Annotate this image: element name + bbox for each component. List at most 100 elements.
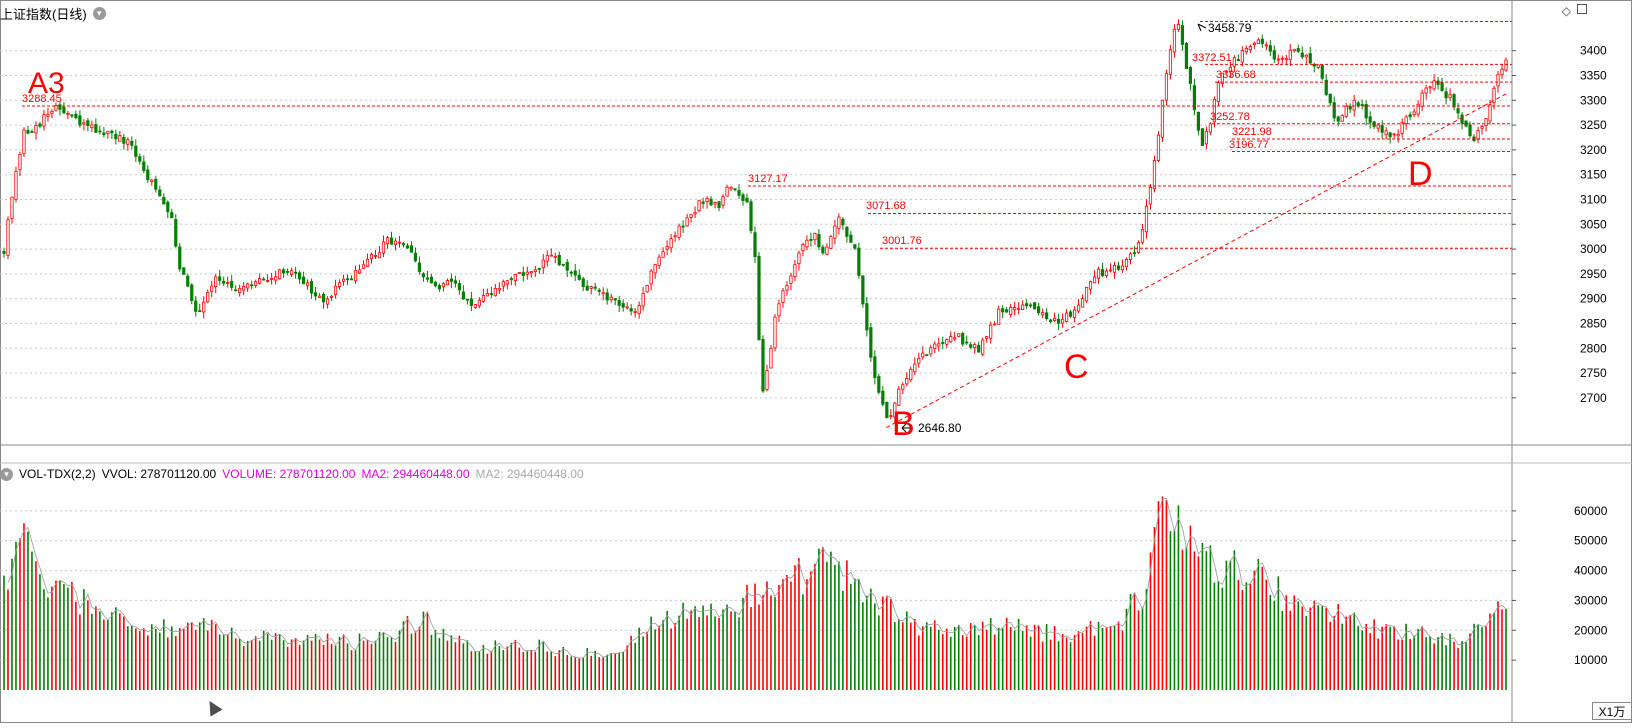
candle-body [757,255,761,341]
candle-body [158,189,162,197]
candle-body [653,264,657,274]
candle [837,213,841,235]
candle-body [110,130,114,134]
candle-body [797,252,801,265]
candle-body [713,201,717,205]
price-grid: 2700 2750 2800 2850 2900 2950 3000 3050 3100 3150… [0,44,1607,405]
candle-body [1416,103,1420,115]
chart-header: 上证指数(日线) ▾ [0,3,106,23]
candle-body [1188,67,1193,84]
candle [1196,111,1201,136]
candle [961,331,965,347]
candle [34,121,38,140]
chevron-down-icon[interactable]: ▾ [92,6,106,20]
candle [162,193,166,205]
candle-body [42,114,46,127]
diamond-icon[interactable]: ◇ [1561,4,1571,18]
candle [1152,155,1157,193]
candle-body [437,285,442,290]
candle [1344,102,1348,119]
candle [134,139,138,162]
candle-body [190,284,194,301]
candle [549,248,553,257]
candle [1128,251,1133,265]
candle [1021,300,1025,310]
candle [1244,45,1248,55]
candle-body [425,277,430,280]
candle [913,357,917,375]
candle-body [869,327,873,358]
candles [2,19,1508,424]
candle [86,118,90,132]
candle-body [1432,80,1436,90]
candle [1112,261,1117,279]
candle [158,185,162,197]
candle-body [569,271,573,274]
candle [533,265,537,277]
price-tick-label: 2750 [1580,366,1607,380]
candle [1017,302,1021,315]
candle [401,241,406,248]
candle-body [541,259,545,269]
candle-body [509,278,513,280]
candle [1033,302,1037,310]
candle-body [433,281,438,287]
volume-ma-line [7,497,1507,659]
volume-tick-label: 10000 [1574,653,1608,667]
candle [881,385,885,407]
candle-body [1168,49,1173,75]
candle [1320,64,1324,81]
candle-body [1056,318,1061,324]
candle-body [266,280,270,283]
level-lines [22,21,1512,249]
candle-body [46,114,50,117]
candle [1100,262,1105,278]
candle [1060,313,1065,328]
candle-body [278,269,282,280]
candle-body [1424,87,1428,94]
candle-body [705,198,709,203]
candle [393,238,398,251]
annotation-level: 3001.76 [882,235,922,247]
candle [1376,123,1380,133]
candle [813,232,817,245]
candle [321,292,326,309]
maximize-icon[interactable] [1577,4,1587,14]
candle-body [941,342,945,344]
candle [62,102,66,114]
candle-body [629,308,633,312]
candle-body [258,278,262,284]
candle [1200,127,1205,146]
candle-body [1204,130,1209,145]
candle-body [453,280,457,284]
candle-body [401,243,406,246]
candle [1104,268,1109,279]
candle-body [1356,102,1360,106]
price-tick-label: 3250 [1580,118,1607,132]
candle [377,246,382,259]
candle [1156,131,1161,163]
candle-body [146,169,150,181]
candle [294,266,298,279]
candle-body [206,292,210,303]
chevron-down-icon[interactable]: ▾ [0,467,13,481]
candle-body [373,255,378,257]
candle-body [254,281,258,286]
candle [645,284,649,293]
candle [969,341,973,349]
volume-value: VOLUME: 278701120.00 [222,467,356,481]
unit-label[interactable]: X1万 [1592,702,1632,720]
candle-body [202,301,206,313]
candle-body [1228,66,1232,73]
candle-body [1200,128,1205,146]
candle-body [1140,229,1145,243]
candle-body [965,341,969,344]
candle [681,220,685,234]
candle [1408,111,1412,121]
candle-body [1332,102,1336,119]
candle [1080,294,1085,308]
candle [166,200,170,219]
candle [94,118,98,133]
candle [597,288,601,296]
